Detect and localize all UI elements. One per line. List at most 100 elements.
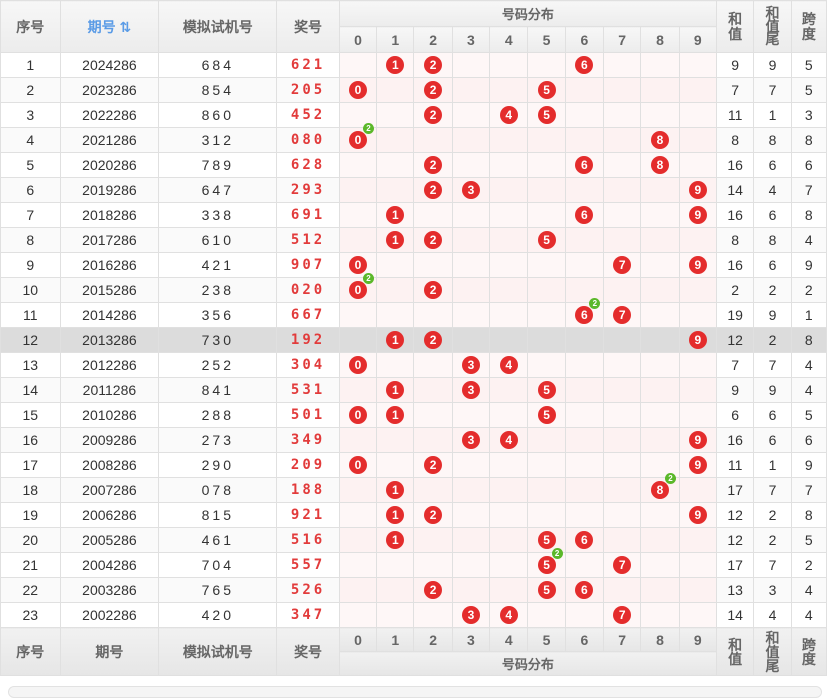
table-row[interactable]: 19 2006286 815 921 1 2 9 12 2 8 [0, 502, 827, 528]
dist-cell-1: 1 [376, 527, 415, 553]
table-row[interactable]: 21 2004286 704 557 5 2 7 17 7 2 [0, 548, 827, 578]
dist-cell-4 [489, 377, 529, 403]
dist-cell-6 [564, 177, 605, 203]
number-ball: 1 [386, 56, 405, 74]
number-ball: 9 [688, 206, 707, 224]
dist-cell-7 [603, 152, 642, 178]
row-span: 4 [790, 577, 827, 603]
table-row[interactable]: 18 2007286 078 188 1 8 2 17 7 7 [0, 473, 827, 503]
row-span: 2 [790, 552, 827, 578]
number-ball: 2 [424, 81, 443, 99]
digit-header-9: 9 [678, 26, 718, 53]
table-row[interactable]: 11 2014286 356 667 6 2 7 19 9 1 [0, 298, 827, 328]
table-row[interactable]: 17 2008286 290 209 0 2 9 11 1 9 [0, 452, 827, 478]
dist-cell-2 [413, 202, 453, 228]
table-row[interactable]: 20 2005286 461 516 1 5 6 12 2 5 [0, 527, 827, 553]
table-row[interactable]: 5 2020286 789 628 2 6 8 16 6 6 [0, 152, 827, 178]
dist-cell-9 [678, 527, 718, 553]
dist-cell-7 [603, 127, 642, 153]
dist-cell-9 [678, 52, 718, 78]
dist-cell-6: 6 [564, 52, 605, 78]
digit-footer-0: 0 [338, 627, 378, 652]
row-prize-number: 501 [276, 402, 340, 428]
table-row[interactable]: 13 2012286 252 304 0 3 4 7 7 4 [0, 352, 827, 378]
dist-cell-1 [376, 252, 415, 278]
dist-cell-4 [489, 502, 529, 528]
table-row[interactable]: 10 2015286 238 020 0 2 2 2 2 2 [0, 273, 827, 303]
table-row[interactable]: 14 2011286 841 531 1 3 5 9 9 4 [0, 377, 827, 403]
table-row[interactable]: 22 2003286 765 526 2 5 6 13 3 4 [0, 577, 827, 603]
row-span: 7 [790, 477, 827, 503]
dist-cell-0 [338, 327, 378, 353]
row-index: 2 [0, 77, 61, 103]
row-sum: 9 [715, 377, 755, 403]
footer-distribution: 号码分布 [338, 651, 718, 676]
table-row[interactable]: 15 2010286 288 501 0 1 5 6 6 5 [0, 402, 827, 428]
row-period: 2011286 [59, 377, 160, 403]
number-ball: 7 [613, 256, 632, 274]
dist-cell-8 [640, 552, 680, 578]
dist-cell-1 [376, 352, 415, 378]
row-period: 2017286 [59, 227, 160, 253]
table-row[interactable]: 3 2022286 860 452 2 4 5 11 1 3 [0, 102, 827, 128]
dist-cell-9 [678, 227, 718, 253]
row-sum-tail: 9 [753, 377, 792, 403]
digit-header-0: 0 [338, 26, 378, 53]
row-span: 2 [790, 277, 827, 303]
row-sum-tail: 8 [753, 227, 792, 253]
header-distribution: 号码分布 [338, 0, 718, 27]
table-row[interactable]: 23 2002286 420 347 3 4 7 14 4 4 [0, 602, 827, 628]
dist-cell-9 [678, 602, 718, 628]
row-sum-tail: 6 [753, 402, 792, 428]
horizontal-scrollbar[interactable] [8, 686, 822, 698]
dist-cell-4: 4 [489, 352, 529, 378]
dist-cell-2: 2 [413, 502, 453, 528]
table-row[interactable]: 16 2009286 273 349 3 4 9 16 6 6 [0, 427, 827, 453]
table-row[interactable]: 7 2018286 338 691 1 6 9 16 6 8 [0, 202, 827, 228]
row-sum: 6 [715, 402, 755, 428]
digit-footer-3: 3 [451, 627, 491, 652]
row-sim-number: 312 [158, 127, 278, 153]
table-row[interactable]: 12 2013286 730 192 1 2 9 12 2 8 [0, 327, 827, 353]
sort-icon[interactable]: ⇅ [119, 18, 132, 35]
dist-cell-4 [489, 552, 529, 578]
row-span: 8 [790, 327, 827, 353]
table-row[interactable]: 8 2017286 610 512 1 2 5 8 8 4 [0, 227, 827, 253]
row-index: 6 [0, 177, 61, 203]
digit-footer-row: 序号 期号 模拟试机号 奖号 0 1 2 3 4 5 6 7 8 9 和值 和值尾 跨度 [0, 627, 827, 676]
row-period: 2010286 [59, 402, 160, 428]
dist-cell-4 [489, 152, 529, 178]
dist-cell-2: 2 [413, 577, 453, 603]
number-ball: 1 [386, 531, 405, 549]
table-row[interactable]: 4 2021286 312 080 0 2 8 8 8 8 [0, 123, 827, 153]
header-period-sortable[interactable]: 期号 ⇅ [59, 0, 160, 53]
dist-cell-3 [451, 402, 491, 428]
dist-cell-3 [451, 252, 491, 278]
dist-cell-3 [451, 302, 491, 328]
row-sim-number: 421 [158, 252, 278, 278]
row-sum: 12 [715, 527, 755, 553]
number-ball: 2 [424, 106, 443, 124]
row-prize-number: 347 [276, 602, 340, 628]
number-ball: 1 [386, 481, 405, 499]
dist-cell-4 [489, 77, 529, 103]
row-sum-tail: 2 [753, 277, 792, 303]
dist-cell-0 [338, 577, 378, 603]
number-ball: 2 [424, 181, 443, 199]
dist-cell-7 [603, 202, 642, 228]
dist-cell-6 [564, 452, 605, 478]
table-row[interactable]: 1 2024286 684 621 1 2 6 9 9 5 [0, 52, 827, 78]
footer-sum-tail-label: 和值尾 [765, 629, 780, 674]
dist-cell-6 [564, 402, 605, 428]
row-prize-number: 526 [276, 577, 340, 603]
dist-cell-9 [678, 377, 718, 403]
table-row[interactable]: 6 2019286 647 293 2 3 9 14 4 7 [0, 177, 827, 203]
row-span: 5 [790, 77, 827, 103]
dist-cell-4 [489, 177, 529, 203]
dist-cell-0 [338, 202, 378, 228]
row-index: 14 [0, 377, 61, 403]
table-row[interactable]: 2 2023286 854 205 0 2 5 7 7 5 [0, 77, 827, 103]
row-sum-tail: 4 [753, 602, 792, 628]
table-row[interactable]: 9 2016286 421 907 0 7 9 16 6 9 [0, 252, 827, 278]
